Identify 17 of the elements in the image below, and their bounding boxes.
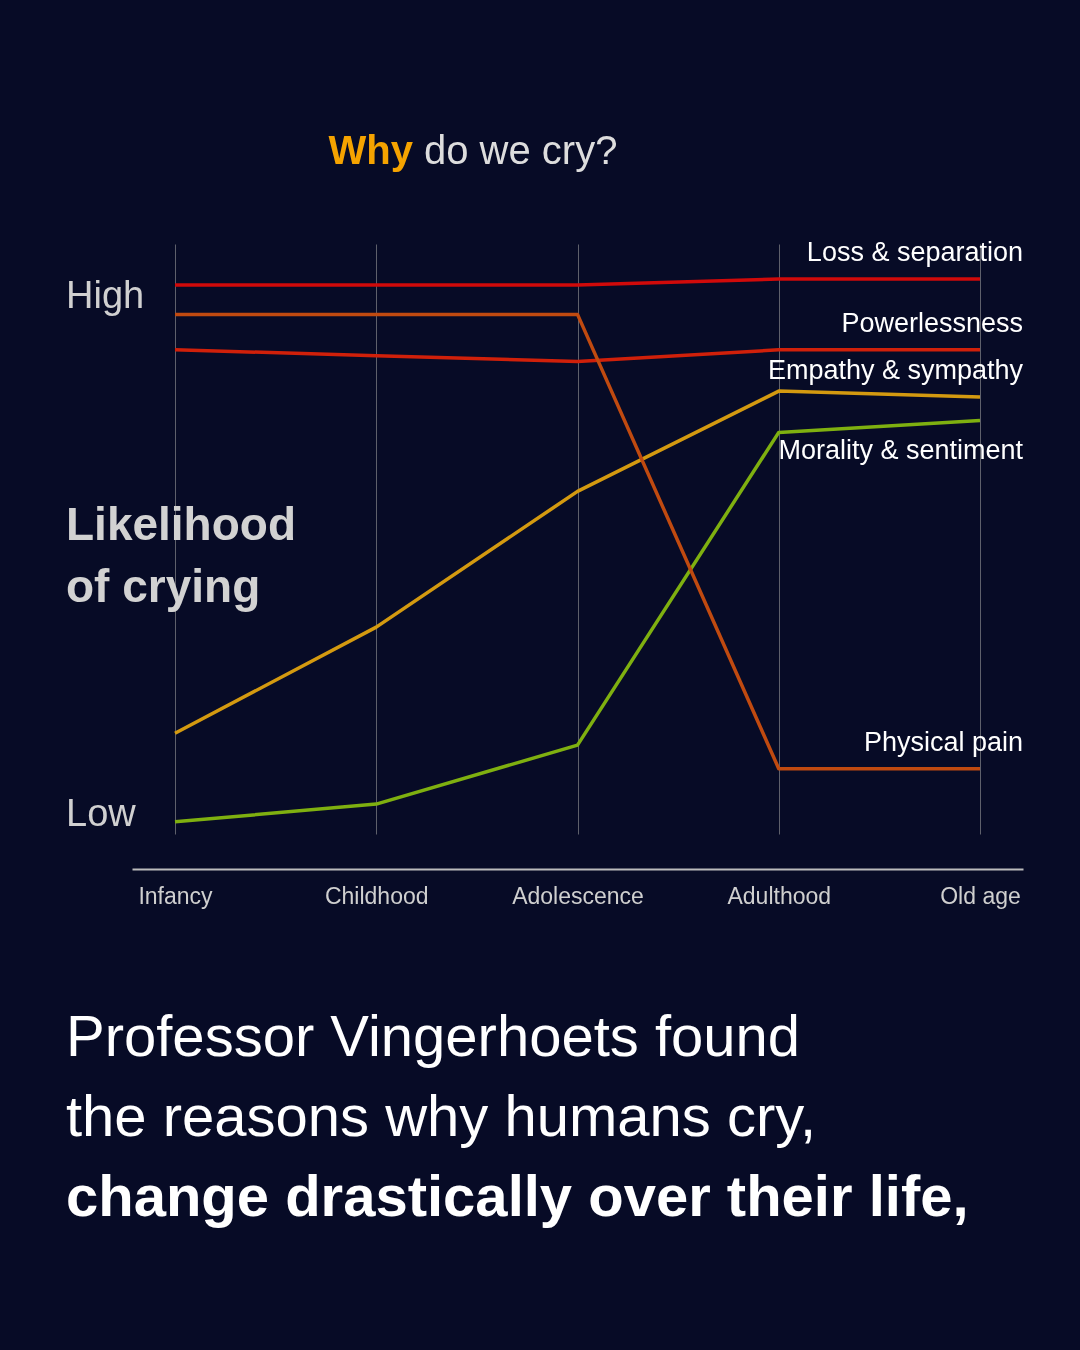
text: the reasons why humans cry,: [66, 1083, 817, 1148]
series-label: Physical pain: [863, 726, 1023, 757]
x-tick-label: Old age: [940, 882, 1021, 909]
annotation: Low: [66, 792, 137, 834]
x-tick-label: Adulthood: [727, 882, 832, 909]
chart-title: Why do we cry?: [328, 128, 618, 172]
annotation: High: [66, 274, 145, 316]
x-tick-label: Adolescence: [512, 882, 644, 909]
series-label: Empathy & sympathy: [767, 355, 1024, 385]
series-label: Morality & sentiment: [778, 434, 1024, 465]
x-tick-label: Infancy: [138, 882, 214, 909]
text: Professor Vingerhoets found: [66, 1003, 801, 1068]
series-label: Powerlessness: [841, 307, 1023, 338]
series-label: Loss & separation: [806, 237, 1023, 267]
x-tick-label: Childhood: [324, 882, 429, 909]
text: change drastically over their life,: [66, 1163, 969, 1228]
y-axis-title: Likelihood of crying: [66, 498, 296, 613]
